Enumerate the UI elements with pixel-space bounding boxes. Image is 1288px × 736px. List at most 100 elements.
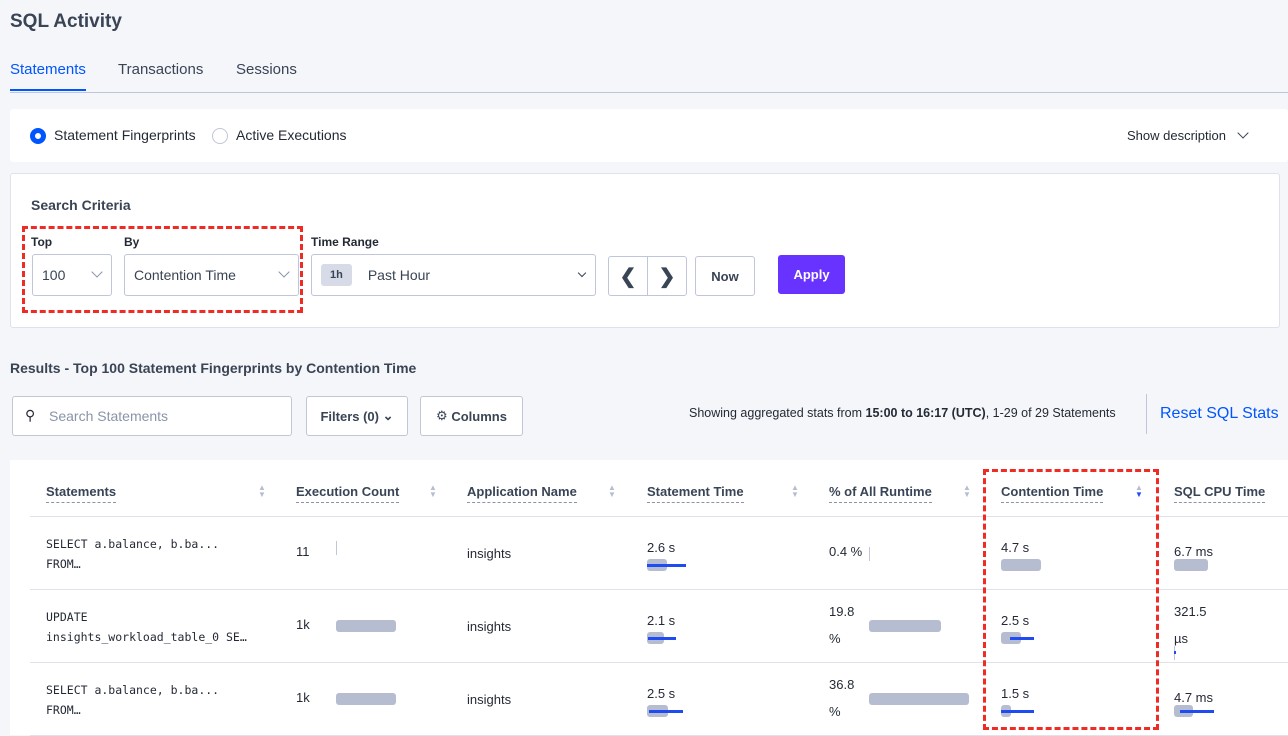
chevron-down-icon: ⌄ — [382, 408, 394, 423]
statement-time: 2.6 s — [647, 540, 676, 555]
time-range-label: Time Range — [311, 235, 379, 249]
sort-icon[interactable]: ▲ ▼ — [258, 483, 266, 499]
time-range-value: Past Hour — [367, 267, 431, 283]
contention-time-deviation-bar — [1001, 710, 1034, 713]
highlight-box — [22, 226, 303, 313]
by-label: By — [124, 235, 140, 249]
contention-time: 4.7 s — [1001, 540, 1030, 555]
cell-line: SELECT a.balance, b.ba... — [46, 683, 220, 697]
statement-time-deviation-bar — [648, 637, 676, 640]
by-select[interactable]: Contention Time — [124, 254, 299, 296]
cell-line: 36.8 — [829, 677, 855, 692]
columns-button[interactable]: ⚙ Columns — [420, 396, 523, 436]
columns-label: Columns — [451, 408, 507, 424]
cell-line: µs — [1174, 631, 1188, 646]
cell-line: 321.5 — [1174, 604, 1207, 619]
statement-time: 2.1 s — [647, 613, 676, 628]
search-criteria-title: Search Criteria — [31, 197, 131, 213]
results-title: Results - Top 100 Statement Fingerprints… — [10, 360, 417, 376]
cell-line: UPDATE — [46, 610, 88, 624]
sort-icon[interactable]: ▲ ▼ — [429, 483, 437, 499]
top-value: 100 — [42, 267, 66, 283]
sort-icon[interactable]: ▲ ▼ — [608, 483, 616, 499]
application-name: insights — [467, 619, 512, 634]
pct-runtime: 19.8% — [829, 598, 854, 652]
by-value: Contention Time — [134, 267, 236, 283]
tab-transactions[interactable]: Transactions — [118, 61, 204, 78]
search-statements-input[interactable]: ⚲ Search Statements — [12, 396, 292, 436]
reset-sql-stats-link[interactable]: Reset SQL Stats — [1160, 405, 1279, 422]
radio-label[interactable]: Active Executions — [236, 127, 347, 143]
top-label: Top — [31, 235, 53, 249]
page-title: SQL Activity — [10, 11, 122, 32]
sort-icon[interactable]: ▲ ▼ — [963, 483, 971, 499]
previous-button[interactable]: ❮ — [608, 256, 648, 296]
column-header-execution-count[interactable]: Execution Count — [296, 484, 400, 503]
radio-active-executions[interactable] — [212, 128, 228, 144]
cell-line: 4.7 ms — [1174, 690, 1214, 705]
application-name: insights — [467, 692, 512, 707]
cell-line: SELECT a.balance, b.ba... — [46, 537, 220, 551]
execution-count: 1k — [296, 617, 310, 632]
statements-table — [10, 460, 1288, 735]
cell-line: FROM… — [46, 703, 81, 717]
chevron-down-icon[interactable] — [1237, 127, 1249, 139]
radio-label[interactable]: Statement Fingerprints — [54, 127, 196, 143]
execution-count-bar — [336, 541, 337, 555]
column-header-contention-time[interactable]: Contention Time — [1001, 484, 1104, 503]
sort-icon[interactable]: ▲ ▼ — [1135, 483, 1143, 499]
statement-text[interactable]: SELECT a.balance, b.ba... FROM… — [46, 680, 219, 720]
pct-runtime-bar — [869, 693, 969, 705]
sql-cpu-time-deviation-bar — [1174, 651, 1176, 654]
active-tab-indicator — [10, 89, 86, 91]
search-placeholder: Search Statements — [49, 408, 169, 424]
filters-label: Filters (0) — [320, 408, 379, 424]
pct-runtime-bar — [869, 620, 941, 632]
radio-statement-fingerprints[interactable] — [30, 128, 46, 144]
search-icon: ⚲ — [25, 407, 36, 423]
stats-summary: Showing aggregated stats from 15:00 to 1… — [689, 406, 1116, 420]
pct-runtime: 0.4 % — [829, 538, 862, 565]
filters-button[interactable]: Filters (0) ⌄ — [306, 396, 408, 436]
statement-time-deviation-bar — [647, 564, 686, 567]
cell-line: 0.4 % — [829, 544, 863, 559]
show-description-button[interactable]: Show description — [1127, 128, 1226, 143]
pct-runtime: 36.8% — [829, 671, 854, 725]
contention-time: 2.5 s — [1001, 613, 1030, 628]
column-header-pct-runtime[interactable]: % of All Runtime — [829, 484, 932, 503]
search-criteria-panel: Search Criteria Top 100 By Contention Ti… — [10, 173, 1280, 328]
view-selector-bar: Statement Fingerprints Active Executions… — [10, 109, 1288, 162]
tab-divider — [10, 92, 1288, 93]
column-header-sql-cpu-time[interactable]: SQL CPU Time — [1174, 484, 1266, 503]
apply-button[interactable]: Apply — [778, 255, 845, 294]
sql-cpu-time: 4.7 ms — [1174, 684, 1213, 711]
contention-time-deviation-bar — [1010, 637, 1034, 640]
summary-prefix: Showing aggregated stats from — [689, 406, 866, 420]
column-header-application-name[interactable]: Application Name — [467, 484, 577, 503]
execution-count: 1k — [296, 690, 310, 705]
contention-time-bar — [1001, 559, 1041, 571]
time-range-select[interactable]: 1h Past Hour — [311, 254, 596, 296]
statement-time-deviation-bar — [649, 710, 683, 713]
pct-runtime-bar — [869, 547, 870, 561]
sql-cpu-time-bar — [1174, 559, 1208, 571]
tab-statements[interactable]: Statements — [10, 61, 86, 78]
statement-text[interactable]: SELECT a.balance, b.ba... FROM… — [46, 534, 219, 574]
top-select[interactable]: 100 — [32, 254, 112, 296]
chevron-left-icon: ❮ — [619, 265, 637, 288]
summary-range: 15:00 to 16:17 (UTC) — [865, 406, 986, 420]
statement-text[interactable]: UPDATE insights_workload_table_0 SE… — [46, 607, 247, 647]
cell-line: insights_workload_table_0 SE… — [46, 630, 247, 644]
highlight-box — [983, 469, 1159, 730]
execution-count-bar — [336, 693, 396, 705]
sort-icon[interactable]: ▲ ▼ — [791, 483, 799, 499]
chevron-down-icon — [577, 268, 587, 278]
now-button[interactable]: Now — [695, 256, 755, 296]
next-button[interactable]: ❯ — [647, 256, 687, 296]
statement-time: 2.5 s — [647, 686, 676, 701]
column-header-statement-time[interactable]: Statement Time — [647, 484, 744, 503]
tab-sessions[interactable]: Sessions — [236, 61, 297, 78]
column-header-statements[interactable]: Statements — [46, 484, 117, 503]
divider — [30, 589, 1288, 590]
chevron-right-icon: ❯ — [658, 265, 676, 288]
